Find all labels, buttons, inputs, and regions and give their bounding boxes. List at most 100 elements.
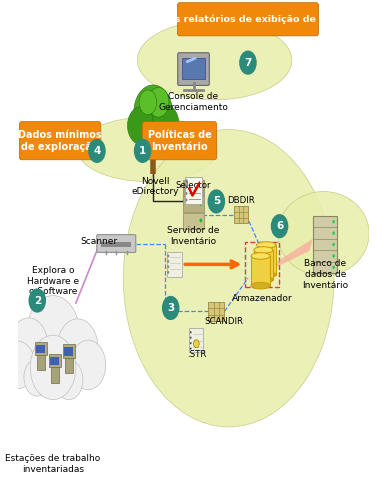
Text: .STR: .STR [187, 350, 206, 359]
FancyBboxPatch shape [19, 122, 101, 160]
Bar [245, 242, 278, 287]
Circle shape [152, 105, 179, 143]
Circle shape [167, 260, 169, 263]
Circle shape [57, 319, 98, 376]
Text: 6: 6 [276, 221, 283, 231]
Circle shape [71, 340, 106, 390]
Text: 5: 5 [213, 196, 220, 206]
Ellipse shape [78, 117, 218, 181]
Text: Scanner: Scanner [80, 237, 117, 246]
Ellipse shape [251, 282, 270, 289]
Circle shape [194, 339, 199, 347]
Circle shape [332, 232, 335, 235]
Text: 2: 2 [34, 296, 41, 306]
Circle shape [148, 87, 169, 117]
Circle shape [240, 51, 256, 74]
FancyBboxPatch shape [178, 53, 209, 85]
Circle shape [27, 296, 80, 370]
Bar [50, 357, 60, 365]
Bar [36, 344, 45, 353]
Text: 4: 4 [93, 146, 101, 156]
FancyBboxPatch shape [97, 235, 136, 252]
Bar [49, 354, 61, 367]
Circle shape [200, 202, 202, 206]
Circle shape [24, 358, 51, 396]
Circle shape [332, 243, 335, 247]
Ellipse shape [137, 20, 292, 100]
Text: DBDIR: DBDIR [227, 196, 255, 205]
Ellipse shape [254, 247, 273, 253]
Circle shape [332, 254, 335, 257]
Bar [189, 329, 203, 352]
Circle shape [200, 185, 202, 189]
Text: Banco de
dados de
Inventário: Banco de dados de Inventário [302, 259, 348, 290]
Bar [254, 250, 273, 280]
Ellipse shape [278, 191, 369, 276]
Circle shape [163, 297, 179, 320]
FancyBboxPatch shape [177, 2, 319, 36]
Bar [183, 179, 204, 196]
Text: Novell
eDirectory: Novell eDirectory [131, 176, 179, 196]
Circle shape [185, 198, 187, 201]
Bar [63, 344, 75, 357]
Ellipse shape [257, 271, 276, 278]
Circle shape [167, 265, 169, 268]
Circle shape [9, 318, 48, 372]
Circle shape [332, 265, 335, 269]
Circle shape [1, 341, 35, 389]
Text: Políticas de
Inventário: Políticas de Inventário [147, 130, 211, 152]
Circle shape [167, 254, 169, 257]
Circle shape [185, 185, 187, 188]
Ellipse shape [251, 252, 270, 259]
Ellipse shape [257, 242, 276, 248]
Circle shape [29, 289, 45, 312]
Circle shape [89, 140, 105, 162]
Bar [65, 357, 73, 373]
Circle shape [332, 220, 335, 224]
Circle shape [167, 271, 169, 274]
Bar [102, 243, 131, 248]
Bar [167, 252, 181, 277]
Text: Selector: Selector [176, 181, 211, 190]
Circle shape [134, 140, 151, 162]
Ellipse shape [123, 130, 334, 427]
Polygon shape [272, 239, 313, 269]
Text: Janelas dos relatórios de exibição de inventário: Janelas dos relatórios de exibição de in… [121, 14, 375, 24]
Text: 3: 3 [167, 303, 174, 313]
Bar [37, 355, 45, 370]
Text: Explora o
Hardware e
o Software: Explora o Hardware e o Software [27, 266, 79, 296]
Bar [183, 213, 204, 229]
Bar [185, 176, 202, 204]
Bar [313, 216, 337, 273]
Circle shape [185, 192, 187, 195]
Ellipse shape [254, 276, 273, 283]
Circle shape [185, 179, 187, 182]
FancyBboxPatch shape [142, 122, 217, 160]
Bar [35, 341, 47, 355]
Bar [182, 58, 205, 79]
Circle shape [55, 360, 83, 400]
Text: Servidor de
Inventário: Servidor de Inventário [167, 226, 220, 246]
Bar [51, 367, 59, 383]
Circle shape [190, 336, 192, 339]
Circle shape [190, 331, 192, 333]
Bar [251, 256, 270, 286]
Circle shape [127, 107, 154, 145]
Circle shape [139, 90, 157, 115]
Circle shape [200, 219, 202, 222]
Text: Estações de trabalho
inventariadas: Estações de trabalho inventariadas [5, 454, 101, 474]
Circle shape [208, 190, 225, 213]
Text: 7: 7 [244, 58, 252, 68]
Text: 1: 1 [139, 146, 146, 156]
Text: Console de
Gerenciamento: Console de Gerenciamento [159, 92, 229, 112]
Text: SCANDIR: SCANDIR [204, 317, 243, 326]
Circle shape [272, 215, 288, 238]
Bar [64, 347, 73, 355]
Bar [257, 245, 276, 275]
Text: Dados mínimos
de exploração: Dados mínimos de exploração [18, 130, 102, 152]
Circle shape [190, 342, 192, 344]
Text: Armazenador: Armazenador [232, 294, 292, 303]
Circle shape [134, 85, 172, 140]
Bar [209, 302, 224, 321]
Bar [183, 196, 204, 212]
